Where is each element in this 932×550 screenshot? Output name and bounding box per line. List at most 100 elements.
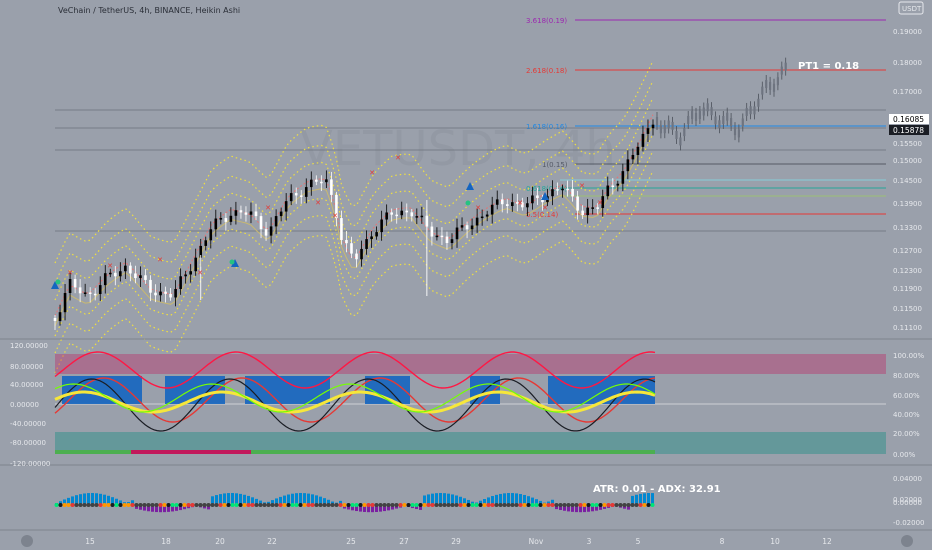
trend-dot-icon <box>426 503 431 507</box>
x-tick: 10 <box>770 537 780 546</box>
candle-body <box>475 217 479 226</box>
envelope-bands <box>54 60 654 374</box>
trend-dot-icon <box>446 503 451 507</box>
trend-dot-icon <box>330 503 335 507</box>
trend-dot-icon <box>262 503 267 507</box>
volume-bar <box>591 505 594 512</box>
trend-dot-icon <box>146 503 151 507</box>
osc-status-cell <box>191 450 195 454</box>
osc-status-cell <box>107 450 111 454</box>
volume-bar <box>455 495 458 505</box>
candle-body <box>53 318 57 321</box>
trend-dot-icon <box>578 503 583 507</box>
volume-bar <box>75 495 78 505</box>
band-line <box>54 97 654 301</box>
y-tick-volume: 0.00000 <box>893 499 922 507</box>
osc-status-cell <box>375 450 379 454</box>
osc-status-cell <box>55 450 59 454</box>
fib-label: 1(0.15) <box>542 161 568 169</box>
trend-dot-icon <box>638 503 643 507</box>
osc-status-cell <box>295 450 299 454</box>
trend-dot-icon <box>334 503 339 507</box>
volume-bar <box>551 499 554 505</box>
volume-bar <box>279 496 282 505</box>
currency-badge[interactable] <box>898 1 924 15</box>
projected-candle-body <box>741 118 744 127</box>
osc-status-cell <box>231 450 235 454</box>
price-badge-1 <box>889 114 929 124</box>
osc-status-cell <box>167 450 171 454</box>
osc-status-cell <box>543 450 547 454</box>
sell-x-icon: ✕ <box>517 199 523 207</box>
trend-dot-icon <box>94 503 99 507</box>
candle-body <box>405 210 409 213</box>
projected-candle-body <box>702 107 705 116</box>
trend-dot-icon <box>150 503 155 507</box>
trend-dot-icon <box>210 503 215 507</box>
candle-body <box>380 219 383 233</box>
volume-bar <box>627 505 630 510</box>
trend-dot-icon <box>386 503 391 507</box>
overbought-zone <box>55 354 655 374</box>
trend-dot-icon <box>554 503 559 507</box>
candle-body <box>139 275 142 279</box>
projected-candle-body <box>694 112 698 121</box>
volume-bar <box>243 494 246 505</box>
volume-bar <box>231 493 234 505</box>
trend-dot-icon <box>454 503 459 507</box>
osc-status-cell <box>595 450 599 454</box>
trend-dot-icon <box>138 503 143 507</box>
projected-candle-body <box>784 62 787 71</box>
volume-bar <box>251 497 254 505</box>
candles <box>53 57 787 330</box>
osc-line-green <box>54 383 656 413</box>
trend-dot-icon <box>650 503 655 507</box>
candle-body <box>209 229 213 241</box>
candle-body <box>224 218 228 222</box>
volume-bar <box>599 505 602 510</box>
volume-bar <box>83 493 86 505</box>
volume-bar <box>179 505 182 511</box>
band-line <box>54 133 654 337</box>
candle-body <box>375 232 378 237</box>
volume-bar <box>651 493 654 505</box>
auto-scale-icon[interactable] <box>901 535 913 547</box>
volume-bar <box>299 493 302 505</box>
osc-status-cell <box>63 450 67 454</box>
projected-candle-body <box>772 83 776 92</box>
trend-dot-icon <box>162 503 167 507</box>
osc-status-cell <box>539 450 543 454</box>
trend-dot-icon <box>166 503 171 507</box>
candle-body <box>450 239 454 244</box>
candle-body <box>521 202 524 208</box>
osc-status-cell <box>163 450 167 454</box>
projected-candle-body <box>710 107 713 116</box>
osc-status-cell <box>219 450 223 454</box>
volume-bar <box>639 493 642 505</box>
volume-bar <box>371 505 374 513</box>
trend-dot-icon <box>642 503 647 507</box>
volume-bar <box>459 496 462 505</box>
osc-status-cell <box>511 450 515 454</box>
osc-status-cell <box>483 450 487 454</box>
trend-dot-icon <box>618 503 623 507</box>
x-tick: 3 <box>587 537 592 546</box>
volume-bar <box>419 505 422 510</box>
sell-x-icon: ✕ <box>542 204 548 212</box>
osc-line-yellow <box>54 390 656 414</box>
volume-bar <box>235 493 238 505</box>
osc-status-cell <box>575 450 579 454</box>
settings-gear-icon[interactable] <box>21 535 33 547</box>
volume-bar <box>67 497 70 505</box>
trend-dot-icon <box>594 503 599 507</box>
volume-bar <box>467 499 470 505</box>
osc-status-cell <box>479 450 483 454</box>
band-mid-line <box>54 114 654 317</box>
projected-candle-body <box>780 66 783 75</box>
trend-dot-icon <box>170 503 175 507</box>
trend-dot-icon <box>586 503 591 507</box>
projected-candle-body <box>769 81 772 90</box>
trend-dot-icon <box>506 503 511 507</box>
volume-bar <box>111 497 114 505</box>
osc-status-cell <box>359 450 363 454</box>
